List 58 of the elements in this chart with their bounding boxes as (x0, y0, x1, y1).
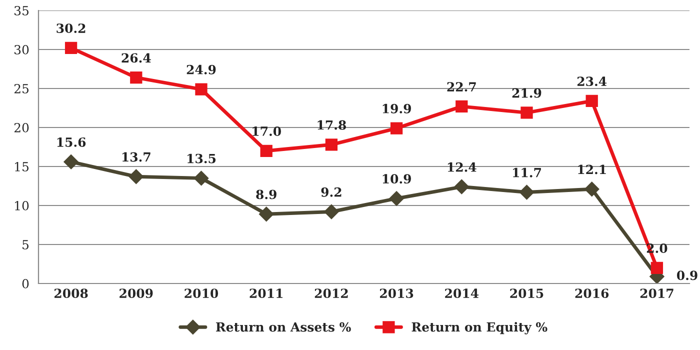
point (325, 138, 338, 151)
y-tick-label: 5 (22, 240, 29, 250)
y-tick-label: 10 (15, 200, 29, 210)
data-label: 11.7 (513, 168, 541, 178)
data-label: 8.9 (256, 190, 276, 200)
data-label: 12.4 (448, 162, 476, 172)
data-label: 21.9 (512, 88, 542, 98)
data-label: 12.1 (578, 164, 606, 174)
data-label: 17.0 (252, 126, 281, 136)
point (520, 106, 533, 119)
data-label: 23.4 (577, 76, 607, 86)
data-label: 26.4 (122, 53, 151, 63)
data-label: 30.2 (56, 24, 86, 34)
point (390, 122, 403, 134)
point (260, 144, 272, 157)
x-tick-label: 2012 (314, 288, 348, 298)
x-tick-label: 2011 (250, 288, 282, 298)
data-label: 13.7 (122, 152, 150, 162)
data-label: 19.9 (382, 104, 411, 114)
point (456, 100, 468, 113)
y-tick-label: 15 (15, 162, 29, 172)
y-tick-label: 20 (14, 122, 29, 132)
legend-label: Return on Equity % (412, 322, 548, 334)
point (64, 154, 78, 170)
point (519, 184, 534, 200)
point (586, 94, 598, 108)
point (584, 182, 600, 197)
point (130, 72, 142, 84)
data-label: 10.9 (382, 174, 411, 184)
data-label: 9.2 (321, 187, 342, 197)
y-tick-label: 35 (14, 6, 29, 16)
y-tick-label: 30 (14, 44, 29, 54)
point (650, 262, 664, 274)
data-label: 22.7 (447, 82, 476, 92)
data-label: 24.9 (186, 64, 216, 74)
data-label: 0.9 (676, 270, 698, 280)
point (64, 42, 78, 54)
legend-label: Return on Assets % (216, 322, 351, 332)
data-label: 15.6 (57, 137, 86, 147)
point (194, 170, 209, 186)
x-tick-label: 2014 (445, 288, 479, 298)
point (258, 206, 274, 222)
point (128, 169, 144, 184)
data-label: 17.8 (318, 120, 346, 130)
x-tick-label: 2015 (510, 288, 544, 298)
y-tick-label: 25 (14, 84, 29, 94)
data-label: 13.5 (188, 154, 216, 164)
point (454, 179, 470, 194)
point (324, 204, 339, 220)
x-tick-label: 2009 (120, 288, 153, 298)
x-tick-label: 2010 (184, 288, 218, 298)
x-tick-label: 2016 (575, 288, 609, 298)
x-tick-label: 2008 (54, 288, 88, 298)
x-tick-label: 2017 (640, 288, 674, 298)
x-tick-label: 2013 (380, 288, 414, 298)
point (195, 83, 208, 96)
point (389, 191, 404, 206)
y-tick-label: 0 (22, 278, 29, 288)
